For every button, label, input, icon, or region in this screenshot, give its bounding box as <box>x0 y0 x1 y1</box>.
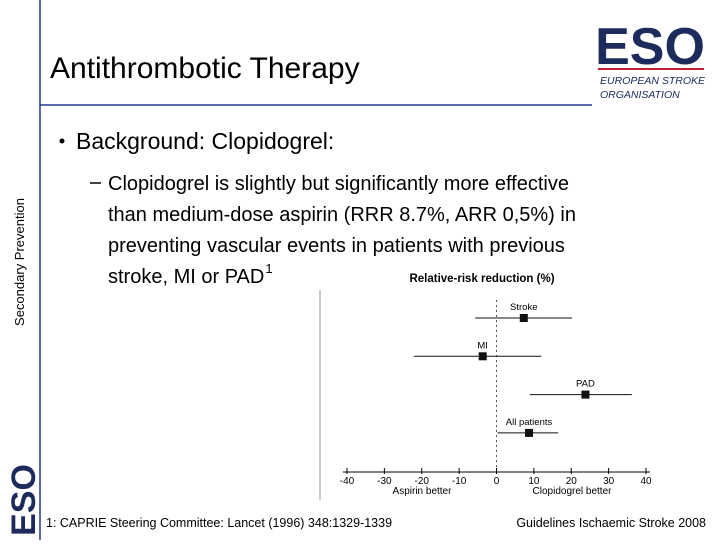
logo-rule <box>598 68 704 70</box>
category-label: PAD <box>576 379 595 390</box>
category-label: MI <box>477 340 488 351</box>
forest-plot: Relative-risk reduction (%) -40 -30 -20 -10 0… <box>319 273 652 500</box>
x-tick-label: -30 <box>377 476 392 487</box>
bullet-marker <box>59 138 65 144</box>
point-estimate <box>519 314 528 322</box>
x-tick-label: 0 <box>494 476 500 487</box>
category-label: Stroke <box>510 302 537 313</box>
logo-line: ORGANISATION <box>600 89 680 101</box>
sub-bullet-line: Clopidogrel is slightly but significantl… <box>108 173 569 195</box>
x-tick-label: -40 <box>340 476 355 487</box>
x-left-label: Aspirin better <box>393 486 453 497</box>
x-tick-label: 40 <box>640 476 652 487</box>
sub-bullet-line: than medium-dose aspirin (RRR 8.7%, ARR … <box>108 204 576 226</box>
x-tick-label: 10 <box>528 476 540 487</box>
category-label: All patients <box>506 417 553 428</box>
logo-mark: ESO <box>595 18 705 76</box>
side-logo: ESO <box>5 464 43 536</box>
x-right-label: Clopidogrel better <box>533 486 613 497</box>
x-tick-label: 20 <box>566 476 578 487</box>
point-estimate <box>478 352 487 361</box>
chart-title: Relative-risk reduction (%) <box>409 273 554 285</box>
point-estimate <box>581 390 590 399</box>
x-tick-label: -20 <box>415 476 430 487</box>
x-tick-label: -10 <box>452 476 467 487</box>
x-tick-label: 30 <box>603 476 615 487</box>
footnote-ref: 1 <box>265 261 272 276</box>
side-label: Secondary Prevention <box>12 198 27 326</box>
logo-line: EUROPEAN STROKE <box>600 75 706 87</box>
bullet: Background: Clopidogrel: <box>76 128 334 154</box>
footer-right: Guidelines Ischaemic Stroke 2008 <box>516 516 706 530</box>
sub-bullet-line: stroke, MI or PAD <box>108 266 264 288</box>
slide-title: Antithrombotic Therapy <box>50 52 360 85</box>
point-estimate <box>525 428 534 437</box>
footnote: 1: CAPRIE Steering Committee: Lancet (19… <box>46 516 392 530</box>
sub-bullet-line: preventing vascular events in patients w… <box>108 235 565 257</box>
sub-bullet: Clopidogrel is slightly but significantl… <box>108 173 576 288</box>
